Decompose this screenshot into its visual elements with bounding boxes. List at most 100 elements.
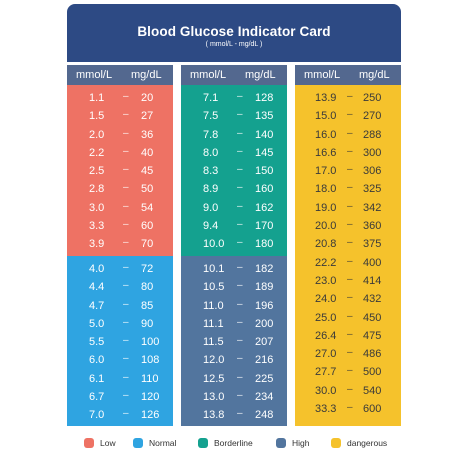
mmol-value: 3.9 (89, 238, 105, 251)
mmol-value: 8.9 (203, 183, 219, 196)
mgdl-value: 90 (141, 317, 154, 330)
dash-separator: – (347, 145, 353, 157)
table-row: 11.1 –200 (181, 315, 287, 333)
dash-separator: – (347, 292, 353, 304)
mgdl-value: 162 (255, 201, 274, 214)
dash-separator: – (123, 390, 129, 402)
dash-separator: – (123, 219, 129, 231)
card-title: Blood Glucose Indicator Card (137, 24, 331, 39)
table-row: 9.0 –162 (181, 199, 287, 217)
mgdl-value: 450 (363, 311, 382, 324)
column-header-1: mmol/L mg/dL (67, 65, 173, 85)
dash-separator: – (123, 316, 129, 328)
normal-range-block: 4.0–72 4.4–80 4.7–85 5.0–90 5.5–100 6.0–108 6.… (67, 256, 173, 426)
legend-label: Normal (149, 438, 177, 448)
column-header-2: mmol/L mg/dL (181, 65, 287, 85)
legend-item-dangerous: dangerous (331, 436, 387, 450)
legend-label: High (292, 438, 310, 448)
mgdl-value: 54 (141, 201, 154, 214)
table-row: 24.0–432 (295, 290, 401, 308)
dash-separator: – (347, 402, 353, 414)
table-row: 13.0–234 (181, 388, 287, 406)
column-header-mgdl: mg/dL (131, 69, 162, 81)
mgdl-value: 60 (141, 220, 154, 233)
dash-separator: – (237, 127, 243, 139)
mgdl-value: 300 (363, 146, 382, 159)
table-row: 27.0–486 (295, 345, 401, 363)
dash-separator: – (237, 145, 243, 157)
table-row: 27.7–500 (295, 363, 401, 381)
dash-separator: – (347, 109, 353, 121)
mgdl-value: 360 (363, 220, 382, 233)
mgdl-value: 325 (363, 183, 382, 196)
mmol-value: 11.1 (203, 317, 224, 330)
legend-swatch-low (84, 438, 94, 448)
dangerous-range-block: 13.9–250 15.0–270 16.0–288 16.6–300 17.0–306… (295, 85, 401, 426)
table-row: 10.5–189 (181, 278, 287, 296)
mgdl-value: 128 (255, 92, 274, 104)
mmol-value: 13.9 (315, 92, 337, 104)
table-row: 11.5 –207 (181, 333, 287, 351)
mgdl-value: 126 (141, 409, 160, 422)
mgdl-value: 500 (363, 366, 382, 379)
table-row: 13.9–250 (295, 89, 401, 107)
mmol-value: 2.2 (89, 146, 105, 159)
mmol-value: 2.8 (89, 183, 105, 196)
table-row: 10.1 – 182 (181, 260, 287, 278)
dash-separator: – (237, 408, 243, 420)
column-header-mmol: mmol/L (76, 69, 113, 81)
dash-separator: – (237, 371, 243, 383)
mgdl-value: 50 (141, 183, 154, 196)
mgdl-value: 80 (141, 281, 154, 294)
dash-separator: – (347, 273, 353, 285)
dash-separator: – (123, 145, 129, 157)
table-row: 4.7 –85 (67, 297, 173, 315)
table-row: 19.0–342 (295, 199, 401, 217)
mmol-value: 33.3 (315, 403, 337, 416)
dash-separator: – (347, 347, 353, 359)
mgdl-value: 145 (255, 146, 274, 159)
mmol-value: 11.5 (203, 336, 224, 349)
card-header: Blood Glucose Indicator Card ( mmol/L - … (67, 4, 401, 62)
mmol-value: 10.1 (203, 263, 225, 275)
table-row: 30.0–540 (295, 382, 401, 400)
dash-separator: – (237, 335, 243, 347)
mmol-value: 26.4 (315, 329, 337, 342)
mmol-value: 9.0 (203, 201, 219, 214)
mmol-value: 22.2 (315, 256, 337, 269)
dash-separator: – (237, 316, 243, 328)
table-row: 8.3 –150 (181, 162, 287, 180)
dash-separator: – (123, 298, 129, 310)
mmol-value: 5.5 (89, 336, 105, 349)
borderline-range-block: 7.1–128 7.5–135 7.8–140 8.0–145 8.3–150 8.9–1… (181, 85, 287, 256)
table-row: 4.0 – 72 (67, 260, 173, 278)
dash-separator: – (347, 383, 353, 395)
mmol-value: 4.4 (89, 281, 105, 294)
mgdl-value: 375 (363, 238, 382, 251)
mmol-value: 30.0 (315, 384, 337, 397)
mgdl-value: 306 (363, 165, 382, 178)
mmol-value: 7.1 (203, 92, 219, 104)
table-row: 5.0 –90 (67, 315, 173, 333)
mmol-value: 6.7 (89, 391, 105, 404)
legend-swatch-dangerous (331, 438, 341, 448)
table-row: 7.8 –140 (181, 126, 287, 144)
mgdl-value: 600 (363, 403, 382, 416)
table-row: 2.8 –50 (67, 180, 173, 198)
table-row: 6.0 –108 (67, 351, 173, 369)
dash-separator: – (347, 91, 353, 102)
column-header-mgdl: mg/dL (359, 69, 390, 81)
mgdl-value: 248 (255, 409, 274, 422)
table-row: 2.5 –45 (67, 162, 173, 180)
mmol-value: 15.0 (315, 110, 337, 123)
mgdl-value: 200 (255, 317, 274, 330)
mgdl-value: 20 (141, 92, 154, 104)
mmol-value: 18.0 (315, 183, 337, 196)
legend-swatch-normal (133, 438, 143, 448)
dash-separator: – (123, 371, 129, 383)
mgdl-value: 225 (255, 372, 274, 385)
table-row: 25.0–450 (295, 309, 401, 327)
mmol-value: 10.5 (203, 281, 225, 294)
mmol-value: 7.5 (203, 110, 219, 123)
mgdl-value: 45 (141, 165, 154, 178)
